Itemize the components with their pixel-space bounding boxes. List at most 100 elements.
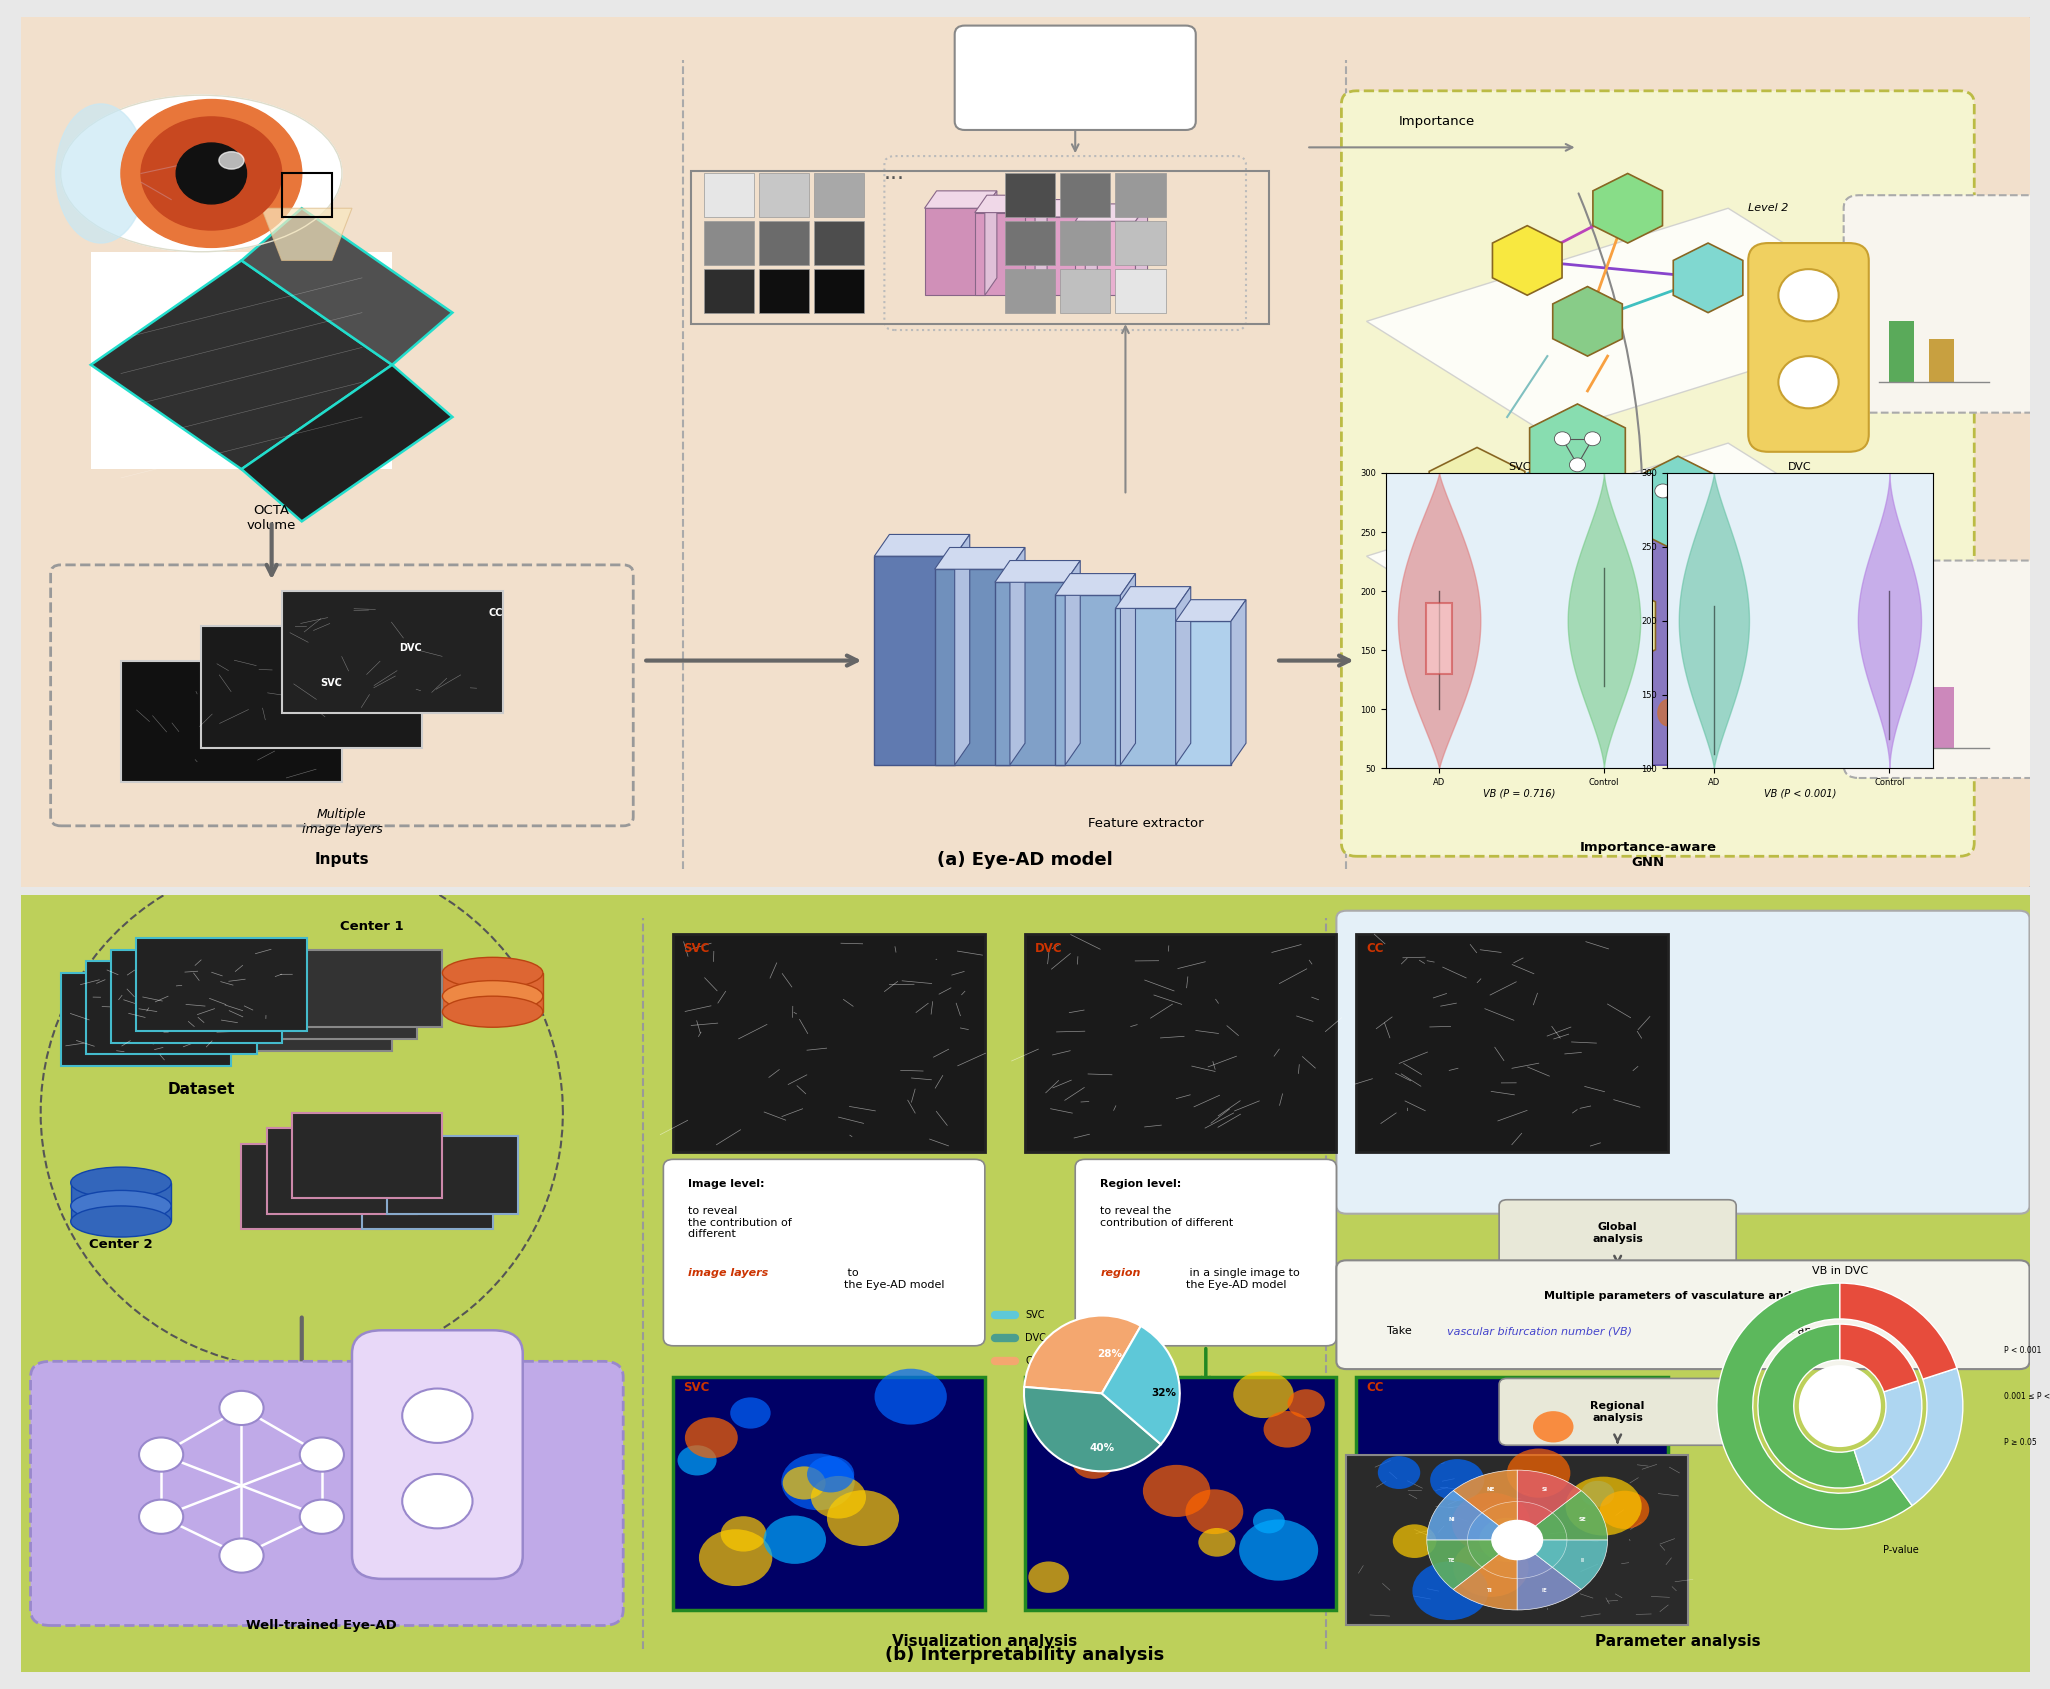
FancyBboxPatch shape (291, 1113, 443, 1198)
Text: DVC: DVC (1025, 1333, 1046, 1343)
FancyBboxPatch shape (111, 949, 281, 1042)
Circle shape (1599, 1491, 1650, 1529)
Ellipse shape (1658, 699, 1679, 726)
Text: DVC: DVC (1035, 942, 1062, 954)
Circle shape (1144, 1464, 1210, 1517)
Ellipse shape (443, 981, 543, 1012)
Polygon shape (1084, 199, 1097, 296)
Polygon shape (1121, 574, 1136, 765)
Circle shape (1533, 1410, 1574, 1442)
Circle shape (1238, 1520, 1318, 1581)
Text: 28%: 28% (1097, 1350, 1121, 1360)
Circle shape (1056, 1398, 1111, 1441)
Polygon shape (1115, 586, 1191, 608)
FancyBboxPatch shape (1074, 1159, 1337, 1346)
Circle shape (139, 1500, 182, 1534)
FancyBboxPatch shape (814, 174, 865, 216)
Circle shape (875, 1368, 947, 1424)
Text: MCI
or
Control: MCI or Control (1917, 600, 1972, 644)
Text: TI: TI (1488, 1588, 1492, 1593)
Ellipse shape (219, 152, 244, 169)
Polygon shape (955, 534, 970, 765)
FancyBboxPatch shape (664, 1159, 984, 1346)
Text: as an example.: as an example. (1779, 1326, 1868, 1336)
FancyBboxPatch shape (1929, 687, 1954, 748)
Wedge shape (1759, 1324, 1866, 1488)
Wedge shape (1453, 1469, 1517, 1540)
FancyBboxPatch shape (758, 269, 810, 312)
FancyBboxPatch shape (935, 569, 1011, 765)
Text: ...: ... (884, 164, 904, 184)
Circle shape (1029, 1561, 1068, 1593)
Text: to reveal the
contribution of different: to reveal the contribution of different (1101, 1206, 1234, 1240)
FancyBboxPatch shape (291, 949, 443, 1027)
Wedge shape (1517, 1491, 1607, 1540)
FancyBboxPatch shape (1060, 269, 1111, 312)
Text: NE: NE (1486, 1486, 1494, 1491)
Text: Visualization analysis: Visualization analysis (892, 1633, 1078, 1648)
FancyBboxPatch shape (1697, 522, 1769, 765)
FancyBboxPatch shape (31, 1361, 623, 1625)
FancyBboxPatch shape (1004, 221, 1056, 265)
Circle shape (299, 1437, 344, 1471)
Text: Importance: Importance (1398, 115, 1474, 128)
Wedge shape (1517, 1469, 1581, 1540)
FancyBboxPatch shape (1843, 196, 2044, 412)
Text: SE: SE (1578, 1517, 1587, 1522)
Text: SI: SI (1542, 1486, 1548, 1491)
FancyBboxPatch shape (672, 1377, 984, 1610)
FancyBboxPatch shape (1337, 910, 2030, 1214)
FancyBboxPatch shape (1115, 608, 1177, 765)
Circle shape (1412, 1561, 1488, 1620)
Text: CC: CC (1367, 1382, 1384, 1393)
Circle shape (699, 1529, 773, 1586)
Polygon shape (976, 196, 1048, 213)
Text: CC: CC (1025, 1356, 1039, 1366)
Circle shape (1566, 1476, 1642, 1535)
Text: NI: NI (1449, 1517, 1456, 1522)
Circle shape (1779, 635, 1839, 687)
Text: Feature extractor: Feature extractor (1089, 817, 1203, 829)
Ellipse shape (70, 1167, 172, 1198)
FancyBboxPatch shape (242, 973, 392, 1051)
FancyBboxPatch shape (353, 1331, 523, 1579)
Text: in a single image to
the Eye-AD model: in a single image to the Eye-AD model (1185, 1268, 1300, 1290)
FancyBboxPatch shape (201, 627, 422, 748)
FancyBboxPatch shape (1115, 221, 1166, 265)
FancyBboxPatch shape (1499, 1199, 1736, 1267)
FancyBboxPatch shape (121, 660, 342, 782)
Text: image layers: image layers (689, 1268, 769, 1279)
Wedge shape (1103, 1326, 1179, 1444)
Polygon shape (875, 534, 970, 556)
FancyBboxPatch shape (281, 591, 502, 713)
Ellipse shape (141, 117, 281, 230)
Text: region: region (1101, 1268, 1140, 1279)
FancyBboxPatch shape (1597, 522, 1669, 765)
Text: 40%: 40% (1089, 1442, 1115, 1453)
Circle shape (1706, 554, 1722, 568)
Circle shape (1480, 1518, 1535, 1562)
FancyBboxPatch shape (1843, 561, 2044, 779)
Polygon shape (984, 191, 996, 296)
FancyBboxPatch shape (1341, 91, 1974, 856)
FancyBboxPatch shape (1929, 339, 1954, 382)
Circle shape (1685, 485, 1702, 498)
Text: vascular bifurcation number (VB): vascular bifurcation number (VB) (1447, 1326, 1632, 1336)
Polygon shape (1056, 574, 1136, 595)
Polygon shape (262, 208, 353, 260)
FancyBboxPatch shape (994, 583, 1066, 765)
Text: P-value: P-value (1884, 1545, 1919, 1554)
Circle shape (1199, 1529, 1236, 1557)
Circle shape (685, 1417, 738, 1458)
Text: Inputs: Inputs (314, 851, 369, 866)
Text: Image level:: Image level: (689, 1179, 765, 1189)
Wedge shape (1517, 1540, 1581, 1610)
Polygon shape (1367, 208, 1909, 434)
Circle shape (1234, 1371, 1294, 1419)
Wedge shape (1468, 1513, 1517, 1540)
FancyBboxPatch shape (1978, 1341, 1997, 1360)
FancyBboxPatch shape (18, 15, 2032, 888)
FancyBboxPatch shape (266, 961, 418, 1039)
FancyBboxPatch shape (814, 269, 865, 312)
Wedge shape (1468, 1540, 1517, 1567)
